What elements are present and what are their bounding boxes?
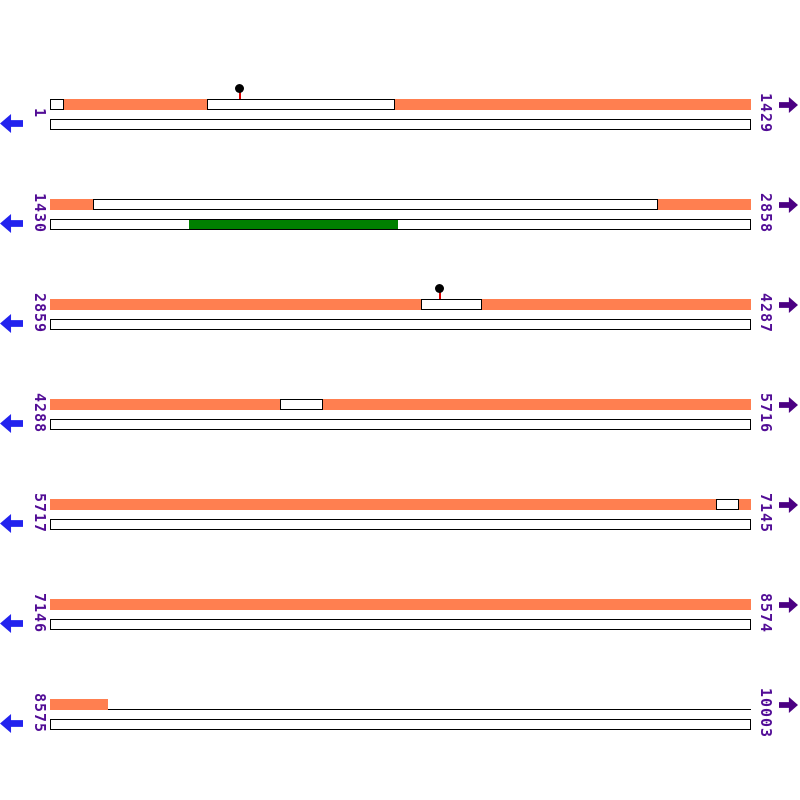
- site-marker-stem: [439, 292, 441, 299]
- gap-box: [50, 219, 751, 230]
- site-marker-icon: [235, 84, 244, 93]
- nav-right-arrow-icon[interactable]: [779, 197, 798, 213]
- gap-box: [50, 719, 751, 730]
- row-start-coordinate: 7146: [31, 592, 49, 634]
- row-end-coordinate: 7145: [757, 492, 775, 534]
- row-start-coordinate: 5717: [31, 492, 49, 534]
- nav-right-arrow-icon[interactable]: [779, 497, 798, 513]
- row-start-coordinate: 8575: [31, 692, 49, 734]
- gap-box: [50, 419, 751, 430]
- row-end-coordinate: 4287: [757, 292, 775, 334]
- secondary-track: [50, 319, 751, 330]
- feature-track: [50, 199, 751, 210]
- feature-track: [50, 599, 751, 610]
- nav-left-arrow-icon[interactable]: [0, 214, 23, 233]
- feature-track: [50, 699, 751, 710]
- gap-box: [50, 519, 751, 530]
- nav-left-arrow-icon[interactable]: [0, 414, 23, 433]
- gap-box: [92, 199, 658, 210]
- gap-box: [50, 319, 751, 330]
- feature-block-orange: [50, 199, 93, 210]
- nav-left-arrow-icon[interactable]: [0, 114, 23, 133]
- feature-block-orange: [481, 299, 751, 310]
- row-start-coordinate: 2859: [31, 292, 49, 334]
- gap-box: [279, 399, 324, 410]
- feature-block-orange: [657, 199, 751, 210]
- row-start-coordinate: 4288: [31, 392, 49, 434]
- feature-block-orange: [50, 699, 109, 710]
- feature-block-orange: [323, 399, 751, 410]
- row-end-coordinate: 10003: [757, 687, 775, 739]
- feature-track: [50, 99, 751, 110]
- nav-right-arrow-icon[interactable]: [779, 97, 798, 113]
- secondary-track: [50, 119, 751, 130]
- gap-box: [207, 99, 395, 110]
- row-end-coordinate: 1429: [757, 92, 775, 134]
- nav-left-arrow-icon[interactable]: [0, 514, 23, 533]
- gap-box: [715, 499, 740, 510]
- row-end-coordinate: 8574: [757, 592, 775, 634]
- feature-block-orange: [739, 499, 751, 510]
- gap-box: [420, 299, 482, 310]
- secondary-track: [50, 519, 751, 530]
- row-end-coordinate: 2858: [757, 192, 775, 234]
- site-marker-stem: [239, 92, 241, 99]
- row-end-coordinate: 5716: [757, 392, 775, 434]
- feature-block-orange: [394, 99, 751, 110]
- nav-right-arrow-icon[interactable]: [779, 597, 798, 613]
- nav-right-arrow-icon[interactable]: [779, 697, 798, 713]
- feature-track: [50, 499, 751, 510]
- secondary-track: [50, 719, 751, 730]
- nav-right-arrow-icon[interactable]: [779, 297, 798, 313]
- gap-box: [50, 99, 65, 110]
- row-start-coordinate: 1430: [31, 192, 49, 234]
- site-marker-icon: [435, 284, 444, 293]
- secondary-track: [50, 619, 751, 630]
- nav-left-arrow-icon[interactable]: [0, 314, 23, 333]
- feature-block-orange: [64, 99, 208, 110]
- gap-box: [50, 619, 751, 630]
- nav-left-arrow-icon[interactable]: [0, 714, 23, 733]
- secondary-track: [50, 219, 751, 230]
- feature-track: [50, 299, 751, 310]
- feature-block-orange: [50, 499, 716, 510]
- feature-track: [50, 399, 751, 410]
- sequence-baseline: [108, 699, 751, 710]
- nav-right-arrow-icon[interactable]: [779, 397, 798, 413]
- feature-block-orange: [50, 399, 280, 410]
- feature-block-orange: [50, 299, 421, 310]
- secondary-track: [50, 419, 751, 430]
- feature-block-green: [188, 220, 399, 229]
- gap-box: [50, 119, 751, 130]
- nav-left-arrow-icon[interactable]: [0, 614, 23, 633]
- row-start-coordinate: 1: [31, 107, 49, 119]
- feature-block-orange: [50, 599, 751, 610]
